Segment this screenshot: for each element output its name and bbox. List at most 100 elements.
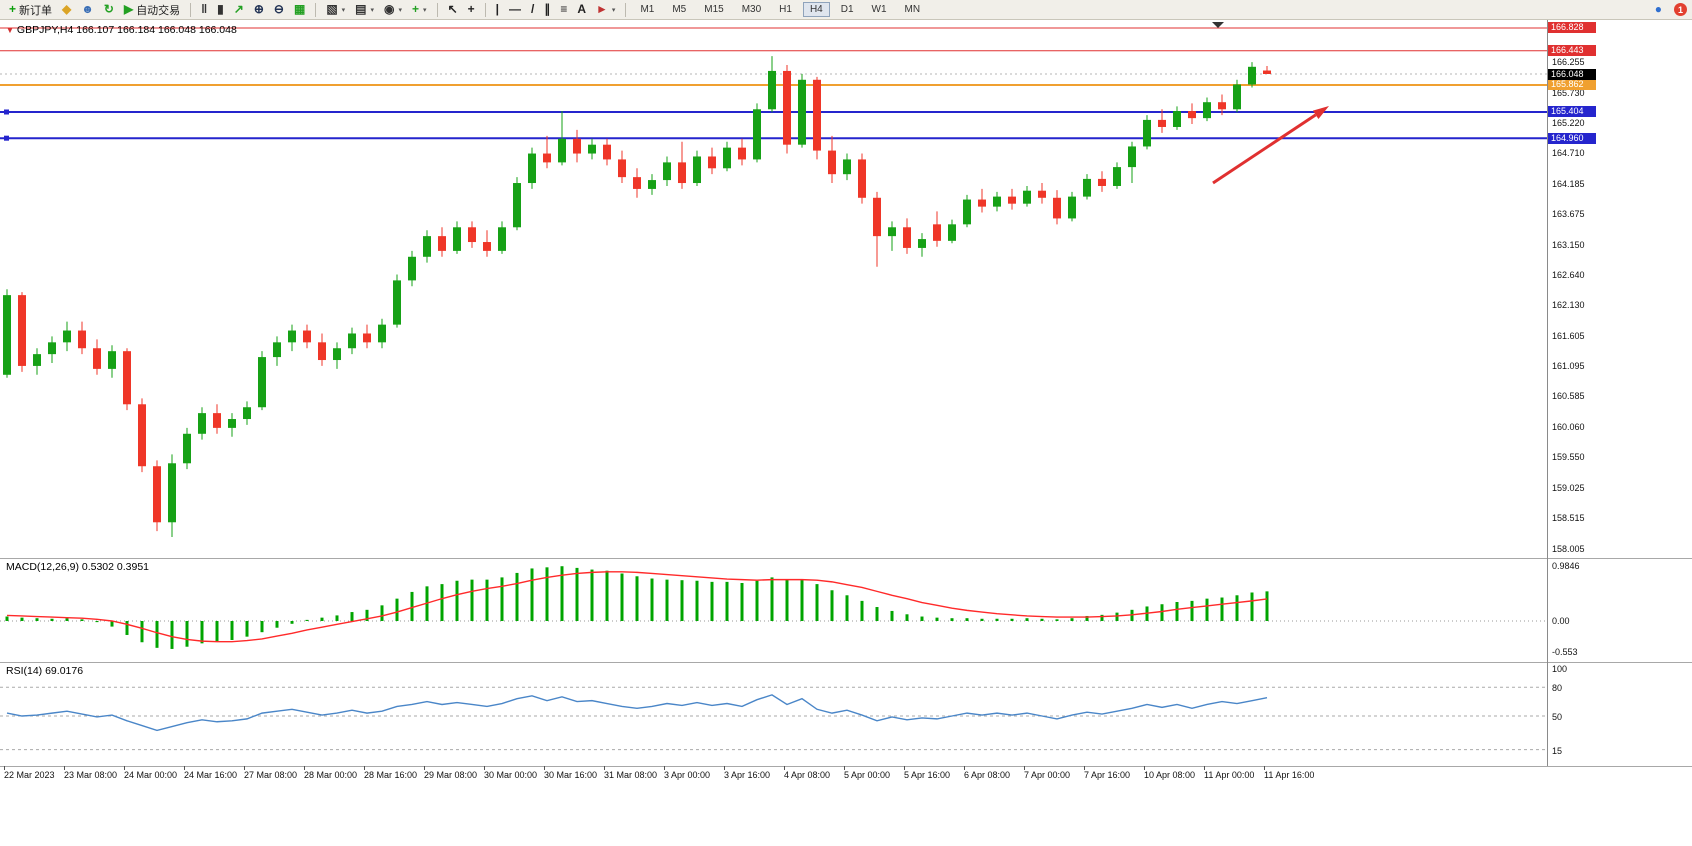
zoom-out-button[interactable]: ⊖ [270, 1, 288, 19]
notification-badge[interactable]: 1 [1674, 3, 1687, 16]
profiles-button[interactable]: ▤ ▾ [351, 1, 378, 19]
chart-title-text: GBPJPY,H4 166.107 166.184 166.048 166.04… [16, 24, 237, 36]
candlestick-chart-button[interactable]: ▮ [213, 1, 228, 19]
equidistant-channel-icon: ∥ [544, 2, 551, 16]
market-watch-button[interactable]: ☻ [77, 1, 98, 19]
hline-handle[interactable] [4, 109, 9, 115]
candle-body [123, 351, 131, 405]
text-label-button[interactable]: A [573, 1, 590, 19]
candle-body [678, 162, 686, 184]
toolbar: + 新订单 ◆ ☻ ↻ ▶ 自动交易 ‖ ▮ ↗ ⊕ ⊖ ▦ ▧ ▾ ▤ ▾ ◉ ▾ + ▾ ↖ + | — / ∥ ≡ A ► ▾ M1 M5… [0, 0, 1692, 20]
timeframe-button-mn[interactable]: MN [904, 4, 921, 15]
panel-separator[interactable] [0, 558, 1692, 559]
candle-body [438, 236, 446, 251]
timeframe-button-h4[interactable]: H4 [802, 2, 830, 17]
refresh-button[interactable]: ↻ [100, 1, 118, 19]
candle-body [168, 463, 176, 523]
toolbar-separator [436, 2, 438, 17]
candle-body [1173, 111, 1181, 127]
equidistant-channel-button[interactable]: ∥ [540, 1, 554, 19]
timeframe-button-m1[interactable]: M1 [640, 4, 655, 15]
candle-body [1128, 146, 1136, 168]
autotrading-button-label: 自动交易 [136, 4, 181, 17]
fibonacci-icon: ≡ [560, 2, 568, 16]
new-chart-button[interactable]: ▧ ▾ [322, 1, 349, 19]
ohlc-bars-button[interactable]: ‖ [197, 1, 211, 19]
rsi-indicator-label: RSI(14) 69.0176 [6, 665, 84, 677]
candle-body [558, 138, 566, 163]
candle-body [648, 180, 656, 189]
candle-body [1083, 178, 1091, 197]
horizontal-line-button[interactable]: — [505, 1, 525, 19]
candle-body [738, 147, 746, 160]
candle-body [198, 413, 206, 434]
candle-body [1158, 119, 1166, 127]
crosshair-button[interactable]: + [464, 1, 479, 19]
fibonacci-button[interactable]: ≡ [556, 1, 571, 19]
arrows-button[interactable]: ► ▾ [592, 1, 619, 19]
timeframe-button-d1[interactable]: D1 [840, 4, 854, 15]
candle-body [138, 404, 146, 467]
candle-body [603, 144, 611, 160]
candle-body [633, 177, 641, 189]
macd-signal-line [6, 571, 1268, 643]
trend-arrow-object[interactable] [1212, 113, 1317, 185]
candle-body [1053, 197, 1061, 219]
candle-body [93, 348, 101, 369]
trendline-button[interactable]: / [527, 1, 538, 19]
candle-body [393, 280, 401, 325]
candle-body [783, 70, 791, 145]
zoom-in-button[interactable]: ⊕ [250, 1, 268, 19]
indicators-button[interactable]: + ▾ [408, 1, 431, 19]
charts-window-button[interactable]: ◆ [58, 1, 75, 19]
timeframe-button-m30[interactable]: M30 [741, 4, 762, 15]
candle-body [708, 156, 716, 169]
candle-body [1203, 102, 1211, 119]
candle-body [1233, 84, 1241, 110]
period-button[interactable]: ◉ ▾ [380, 1, 406, 19]
new-order-icon: + [9, 2, 17, 16]
candle-body [18, 295, 26, 366]
dropdown-caret-icon[interactable]: ▾ [611, 6, 616, 14]
candle-body [798, 79, 806, 145]
new-chart-icon: ▧ [326, 2, 338, 16]
tile-windows-icon: ▦ [293, 2, 306, 16]
toolbar-separator [625, 2, 627, 17]
candle-body [183, 433, 191, 464]
dropdown-caret-icon[interactable]: ▾ [370, 6, 375, 14]
toolbar-separator [190, 2, 192, 17]
arrow-object-icon: ► [596, 2, 608, 16]
zoom-in-icon: ⊕ [253, 2, 264, 16]
hline-handle[interactable] [4, 135, 9, 141]
candle-body [1188, 111, 1196, 119]
dropdown-caret-icon[interactable]: ▾ [398, 6, 403, 14]
dropdown-caret-icon[interactable]: ▾ [423, 6, 427, 14]
timeframe-button-h1[interactable]: H1 [779, 4, 792, 15]
chart-shift-marker[interactable] [1212, 22, 1224, 28]
candle-body [3, 295, 11, 375]
candle-body [978, 199, 986, 207]
dropdown-caret-icon[interactable]: ▾ [341, 6, 346, 14]
community-button[interactable]: ● [1651, 1, 1666, 19]
trend-arrow-head[interactable] [1312, 106, 1329, 120]
panel-separator[interactable] [0, 662, 1692, 663]
toolbar-separator [315, 2, 317, 17]
candle-body [363, 333, 371, 343]
candle-body [153, 466, 161, 523]
vertical-line-button[interactable]: | [492, 1, 503, 19]
price-axis-line[interactable] [1547, 20, 1548, 766]
timeframe-button-m5[interactable]: M5 [672, 4, 687, 15]
new-order-button[interactable]: + 新订单 [5, 1, 56, 19]
candle-body [273, 342, 281, 358]
candle-body [48, 342, 56, 355]
timeframe-button-m15[interactable]: M15 [704, 4, 724, 15]
line-chart-button[interactable]: ↗ [230, 1, 248, 19]
tile-windows-button[interactable]: ▦ [290, 1, 309, 19]
candle-body [483, 242, 491, 251]
new-order-button-label: 新订单 [19, 4, 53, 17]
timeframe-button-w1[interactable]: W1 [871, 4, 887, 15]
candle-body [933, 224, 941, 241]
autotrading-button[interactable]: ▶ 自动交易 [120, 1, 184, 19]
cursor-button[interactable]: ↖ [444, 1, 462, 19]
